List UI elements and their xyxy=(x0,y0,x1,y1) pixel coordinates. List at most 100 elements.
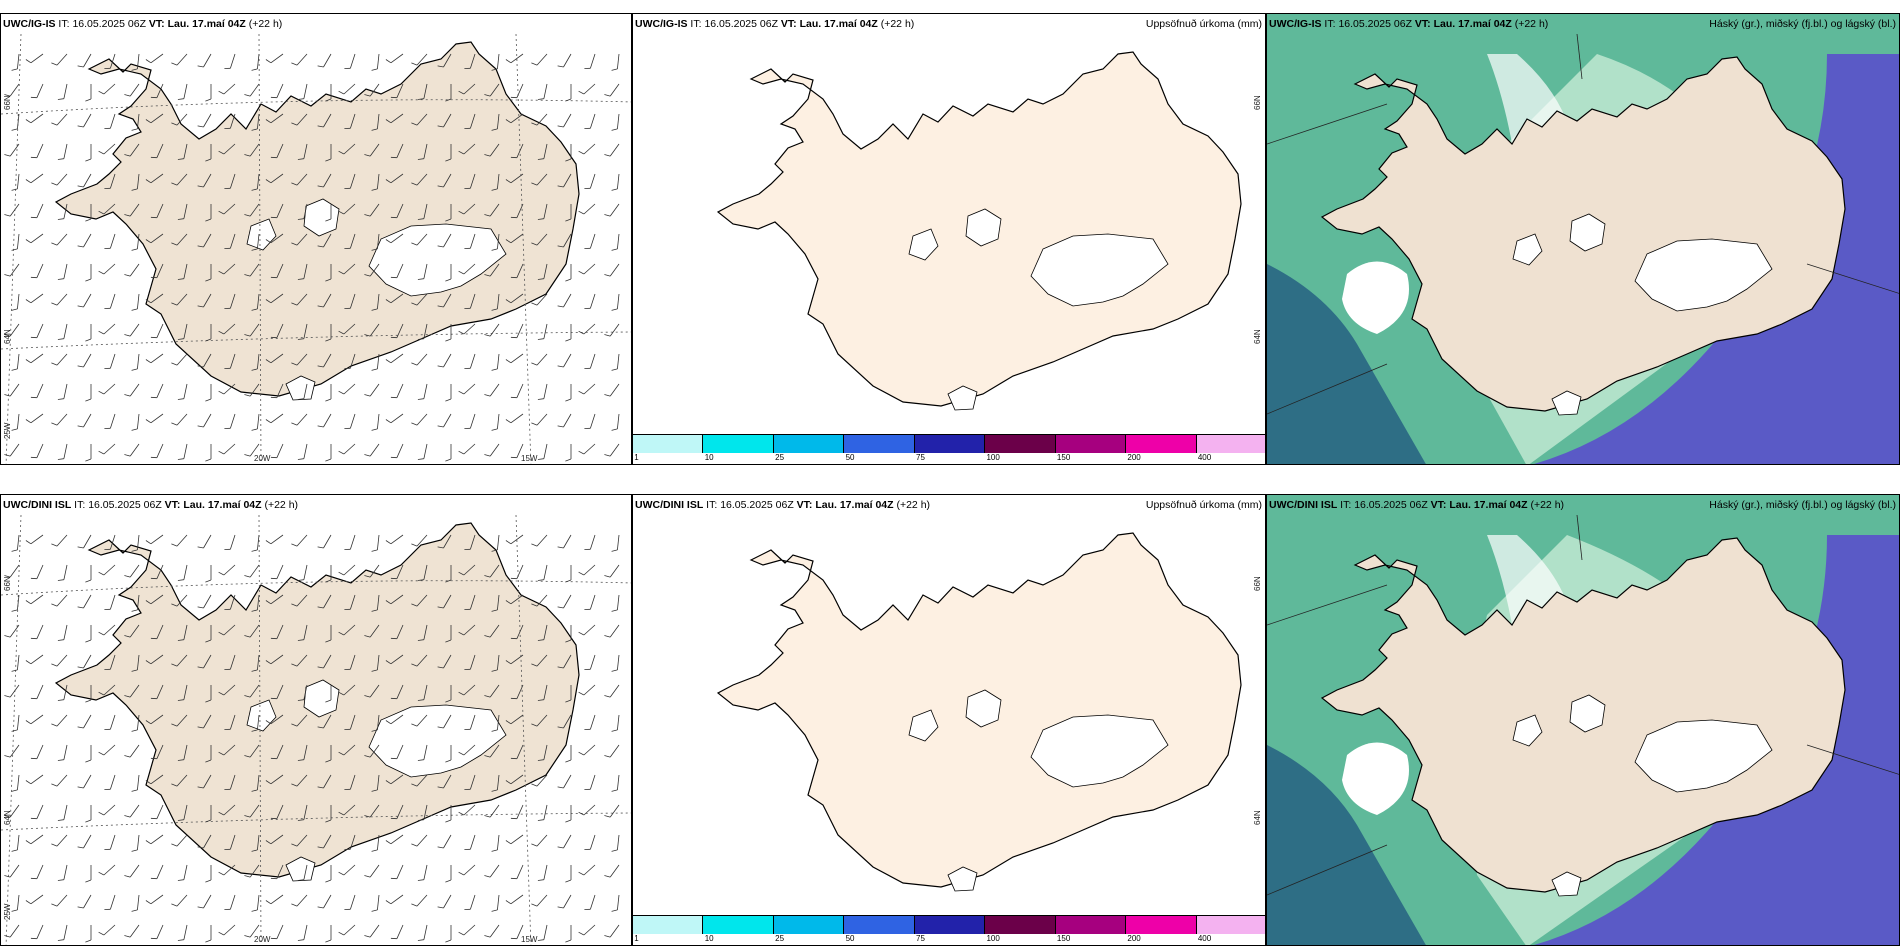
wind-barb-feather xyxy=(325,639,332,643)
wind-barb xyxy=(129,83,140,97)
wind-barb-feather xyxy=(124,334,131,337)
latitude-line xyxy=(1,580,631,596)
wind-barb-feather xyxy=(611,308,618,311)
wind-barb-feather xyxy=(371,549,378,552)
wind-barb-feather xyxy=(297,759,304,761)
wind-barb-feather xyxy=(171,242,178,246)
wind-barb-feather xyxy=(98,390,105,395)
wind-barb-feather xyxy=(4,154,11,157)
wind-barb xyxy=(590,714,596,730)
wind-barb-feather xyxy=(218,931,225,936)
wind-barb xyxy=(156,684,164,699)
wind-barb-feather xyxy=(131,729,138,732)
wind-barb xyxy=(276,804,284,819)
colorbar-swatch xyxy=(985,916,1056,934)
wind-barb xyxy=(183,323,188,339)
wind-barb xyxy=(270,53,284,64)
wind-barb xyxy=(423,323,428,339)
wind-barb xyxy=(350,113,356,129)
wind-barb xyxy=(463,143,476,155)
wind-barb xyxy=(609,624,620,638)
wind-barb-feather xyxy=(531,62,538,66)
wind-barb-feather xyxy=(98,330,105,335)
wind-barb-feather xyxy=(505,59,512,64)
wind-barb-feather xyxy=(458,450,465,455)
cloud-panel-bottom: UWC/DINI ISL IT: 16.05.2025 06Z VT: Lau.… xyxy=(1266,494,1900,946)
wind-barb xyxy=(9,83,20,97)
wind-barb-feather xyxy=(77,606,84,609)
wind-barb xyxy=(590,53,596,69)
wind-barb xyxy=(510,233,524,244)
wind-barb-feather xyxy=(491,368,498,371)
wind-barb xyxy=(443,894,452,909)
wind-barb-feather xyxy=(291,62,298,66)
wind-barb xyxy=(270,293,284,304)
wind-barb xyxy=(343,203,356,215)
wind-barb xyxy=(30,233,44,244)
wind-barb-feather xyxy=(385,600,392,605)
wind-barb-feather xyxy=(458,150,465,155)
wind-barb xyxy=(183,83,188,99)
wind-barb xyxy=(497,353,500,369)
wind-barb xyxy=(617,353,620,369)
wind-barb xyxy=(36,744,44,759)
wind-barb xyxy=(390,834,404,845)
wind-barb xyxy=(223,143,236,155)
wind-barb-feather xyxy=(51,543,58,547)
wind-barb-feather xyxy=(325,939,332,943)
wind-barb xyxy=(137,834,140,850)
colorbar-swatch xyxy=(703,435,774,453)
wind-barb xyxy=(183,263,188,279)
wind-barb-feather xyxy=(171,543,178,547)
colorbar-tick-label: 10 xyxy=(704,453,714,462)
wind-barb xyxy=(343,443,356,455)
wind-barb-feather xyxy=(145,840,152,845)
wind-barb-feather xyxy=(4,94,11,97)
wind-barb xyxy=(203,714,212,729)
wind-barb-feather xyxy=(85,939,92,943)
wind-barb-feather xyxy=(578,811,585,816)
wind-barb xyxy=(270,173,284,184)
graticule-line xyxy=(1576,33,1583,80)
wind-barb-feather xyxy=(98,270,105,275)
wind-barb xyxy=(343,684,356,696)
wind-barb xyxy=(303,804,308,820)
wind-barb xyxy=(150,894,164,905)
wind-barb xyxy=(9,383,20,397)
wind-barb-feather xyxy=(484,635,491,638)
wind-barb-feather xyxy=(505,900,512,905)
wind-barb xyxy=(590,353,596,369)
wind-barb-feather xyxy=(291,723,298,727)
wind-barb-feather xyxy=(25,720,32,725)
wind-barb-feather xyxy=(491,729,498,732)
wind-barb-feather xyxy=(565,458,572,462)
wind-barb-feather xyxy=(364,274,371,277)
wind-barb-feather xyxy=(537,458,544,460)
wind-barb-feather xyxy=(611,849,618,852)
wind-barb-feather xyxy=(458,631,465,636)
wind-barb-feather xyxy=(171,422,178,426)
wind-barb-feather xyxy=(51,663,58,667)
wind-barb-feather xyxy=(437,125,444,128)
glacier-outline xyxy=(368,704,507,778)
wind-barb xyxy=(183,804,188,820)
colorbar-tick-label: 200 xyxy=(1127,934,1141,943)
wind-barb-feather xyxy=(604,154,611,157)
wind-barb-feather xyxy=(604,394,611,397)
wind-barb xyxy=(137,113,140,129)
wind-barb-feather xyxy=(317,666,324,669)
wind-barb xyxy=(489,323,500,337)
wind-barb xyxy=(463,203,476,215)
wind-barb xyxy=(489,443,500,457)
wind-barb xyxy=(270,413,284,424)
wind-barb xyxy=(590,173,596,189)
wind-barbs xyxy=(4,53,620,462)
wind-barb-feather xyxy=(557,606,564,609)
wind-barb xyxy=(30,534,44,545)
wind-barb-feather xyxy=(578,631,585,636)
wind-barb xyxy=(183,624,188,640)
wind-barb-feather xyxy=(297,98,304,100)
cloud-title: Háský (gr.), miðský (fj.bl.) og lágský (… xyxy=(1709,499,1896,511)
panel-header: UWC/IG-IS IT: 16.05.2025 06Z VT: Lau. 17… xyxy=(3,18,283,30)
wind-barb-feather xyxy=(417,579,424,581)
